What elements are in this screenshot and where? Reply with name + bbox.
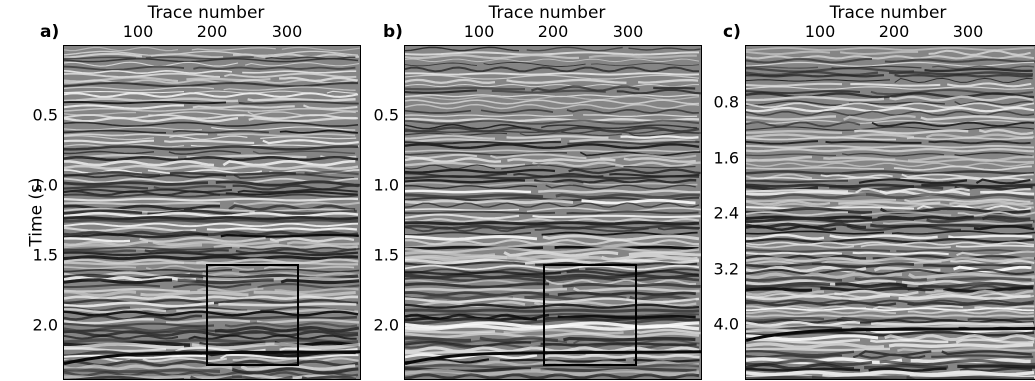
panel-c-ytick-2.4: 2.4 (713, 203, 739, 223)
panel-b-letter: b) (383, 22, 403, 42)
panel-c-x-axis-title: Trace number (829, 3, 947, 23)
panel-c-xtick-300: 300 (952, 22, 984, 41)
panel-b-zoom-box (543, 264, 637, 366)
panel-a-xtick-300: 300 (271, 22, 303, 41)
panel-a-xtick-100: 100 (122, 22, 154, 41)
panel-b-x-axis-title: Trace number (488, 3, 606, 23)
panel-a-x-axis-title: Trace number (147, 3, 265, 23)
panel-b-ytick-1.0: 1.0 (373, 175, 399, 195)
panel-c-xtick-200: 200 (878, 22, 910, 41)
panel-b-ytick-2.0: 2.0 (373, 315, 399, 335)
panel-c-ytick-3.2: 3.2 (713, 259, 739, 279)
panel-b-xtick-100: 100 (463, 22, 495, 41)
panel-c-seismic-image (745, 45, 1035, 380)
panel-a-xtick-200: 200 (196, 22, 228, 41)
panel-a-seismic-image (63, 45, 361, 380)
panel-a-zoom-box (206, 264, 299, 366)
panel-a-ytick-1.5: 1.5 (32, 245, 58, 265)
panel-a-ytick-0.5: 0.5 (32, 105, 58, 125)
panel-c-ytick-4.0: 4.0 (713, 314, 739, 334)
panel-b-xtick-200: 200 (537, 22, 569, 41)
panel-c-ytick-1.6: 1.6 (713, 148, 739, 168)
panel-c-ytick-0.8: 0.8 (713, 92, 739, 112)
panel-a-ytick-1.0: 1.0 (32, 175, 58, 195)
panel-b-xtick-300: 300 (612, 22, 644, 41)
panel-a-letter: a) (40, 22, 60, 42)
panel-c-letter: c) (723, 22, 741, 42)
panel-b-ytick-0.5: 0.5 (373, 105, 399, 125)
panel-c-xtick-100: 100 (804, 22, 836, 41)
panel-a-ytick-2.0: 2.0 (32, 315, 58, 335)
panel-b-ytick-1.5: 1.5 (373, 245, 399, 265)
panel-b-seismic-image (404, 45, 702, 380)
